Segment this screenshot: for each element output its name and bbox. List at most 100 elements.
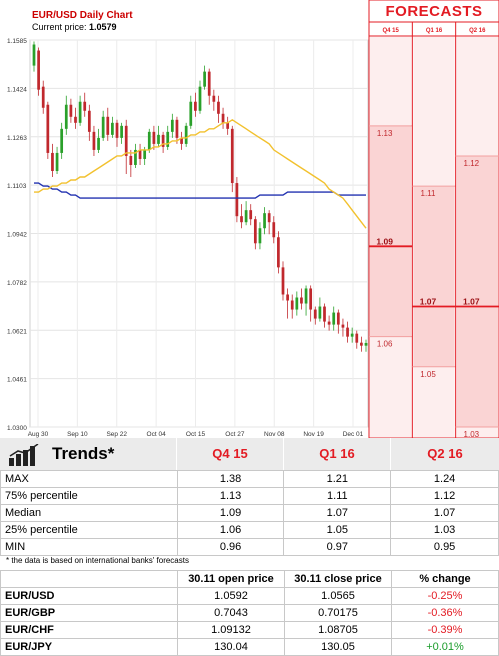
candle <box>240 216 243 223</box>
forecast-p25-label: 1.06 <box>377 340 393 349</box>
candle <box>166 131 170 147</box>
candle <box>217 101 220 114</box>
candle <box>341 324 345 328</box>
candle <box>346 327 349 337</box>
candle <box>253 219 257 244</box>
trends-col-q4-15: Q4 15 <box>177 438 284 470</box>
ma-long-line <box>34 182 366 199</box>
candle <box>152 131 156 144</box>
candle <box>46 104 50 153</box>
candle <box>198 86 202 111</box>
close-price: 1.0565 <box>284 587 392 605</box>
y-tick-label: 1.1103 <box>7 183 27 190</box>
candle <box>60 128 64 153</box>
trends-row-label: MAX <box>0 470 178 488</box>
candle <box>170 119 174 132</box>
open-price: 130.04 <box>177 638 285 656</box>
candle <box>323 306 326 322</box>
candle <box>184 125 188 144</box>
candle <box>230 128 234 184</box>
trends-header-label-cell: Trends* <box>0 438 177 470</box>
trends-col-q1-16: Q1 16 <box>284 438 391 470</box>
forecast-median-label: 1.07 <box>463 297 480 307</box>
candle <box>55 152 59 172</box>
trends-row: Median 1.09 1.07 1.07 <box>0 504 499 522</box>
candle <box>180 137 183 144</box>
forecasts-title: FORECASTS <box>385 3 483 20</box>
candle <box>350 333 354 337</box>
pairs-header-change: % change <box>391 570 499 588</box>
candle <box>318 306 322 319</box>
candle <box>313 309 317 319</box>
forecast-col-label: Q4 15 <box>382 28 399 34</box>
y-tick-label: 1.0942 <box>7 232 27 239</box>
pair-row: EUR/GBP 0.7043 0.70175 -0.36% <box>0 604 499 622</box>
candle <box>97 137 100 150</box>
candle <box>129 155 133 165</box>
candle <box>360 342 363 346</box>
trends-row-label: Median <box>0 504 178 522</box>
current-price-label: Current price: <box>32 22 90 32</box>
close-price: 1.08705 <box>284 621 392 639</box>
trends-cell: 1.03 <box>390 521 499 539</box>
trends-cell: 1.11 <box>283 487 392 505</box>
forecast-p75-label: 1.13 <box>377 129 393 138</box>
x-tick-label: Nov 08 <box>264 431 285 438</box>
candle <box>106 116 110 135</box>
trends-cell: 1.06 <box>176 521 285 539</box>
candle <box>300 297 303 304</box>
pair-name: EUR/CHF <box>0 621 178 639</box>
candle <box>336 312 340 325</box>
price-chart: 1.1585 1.1424 1.1263 1.1103 1.0942 1.0782 1.06… <box>7 0 499 438</box>
candle <box>207 71 211 96</box>
pair-name: EUR/JPY <box>0 638 178 656</box>
x-tick-label: Sep 10 <box>67 431 88 438</box>
pair-name: EUR/GBP <box>0 604 178 622</box>
chart-title: EUR/USD Daily Chart <box>32 10 133 21</box>
forecast-iqr-box <box>456 155 498 428</box>
forecast-median-label: 1.09 <box>376 236 393 246</box>
candle <box>295 297 299 310</box>
candle <box>332 312 336 325</box>
candle <box>203 71 206 87</box>
candle <box>235 183 239 217</box>
trends-cell: 0.95 <box>390 538 499 556</box>
x-tick-label: Oct 04 <box>147 431 167 438</box>
x-tick-label: Oct 27 <box>225 431 245 438</box>
ma-short-line <box>34 118 367 229</box>
candle <box>134 149 137 165</box>
forecast-col-label: Q2 16 <box>469 28 486 34</box>
pairs-table: 30.11 open price 30.11 close price % cha… <box>0 570 499 656</box>
candle <box>244 210 248 223</box>
pct-change: -0.36% <box>391 604 499 622</box>
candle <box>41 86 45 108</box>
candle <box>32 44 36 66</box>
forecast-p75-label: 1.11 <box>421 189 437 198</box>
pct-change: +0.01% <box>391 638 499 656</box>
trends-row-label: 75% percentile <box>0 487 178 505</box>
trends-cell: 1.24 <box>390 470 499 488</box>
forecast-p25-label: 1.03 <box>464 430 480 438</box>
trends-header: Trends* Q4 15 Q1 16 Q2 16 <box>0 438 499 470</box>
pair-row: EUR/CHF 1.09132 1.08705 -0.39% <box>0 621 499 639</box>
trends-cell: 0.97 <box>283 538 392 556</box>
trends-cell: 1.13 <box>176 487 285 505</box>
close-price: 130.05 <box>284 638 392 656</box>
y-tick-label: 1.0621 <box>7 328 27 335</box>
candle <box>115 122 119 138</box>
candle <box>124 125 128 156</box>
candle <box>258 228 262 244</box>
candle <box>74 116 77 123</box>
candle <box>175 119 179 138</box>
candle <box>194 101 197 111</box>
candle <box>286 294 289 301</box>
y-tick-label: 1.1263 <box>7 135 27 142</box>
candle <box>355 333 359 343</box>
candle <box>78 101 82 123</box>
current-price: Current price: 1.0579 <box>32 22 117 32</box>
candle <box>161 134 165 147</box>
candle <box>51 152 54 172</box>
trends-row: 75% percentile 1.13 1.11 1.12 <box>0 487 499 505</box>
candle <box>272 222 276 238</box>
candle <box>281 267 285 295</box>
